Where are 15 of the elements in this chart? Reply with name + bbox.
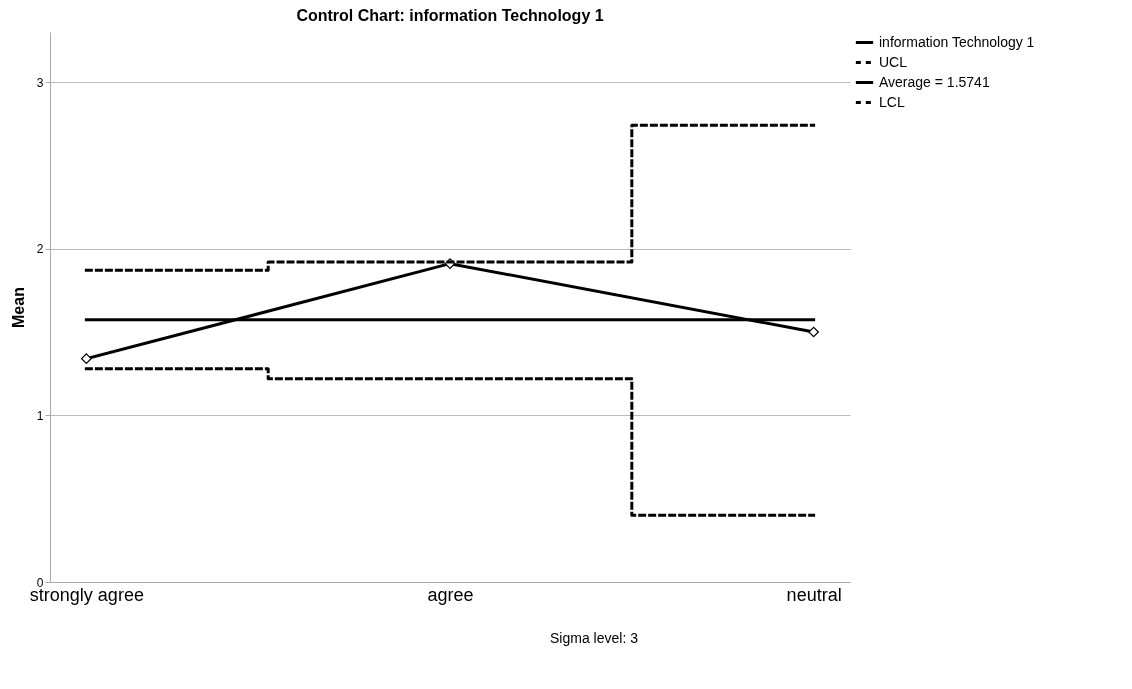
legend-label: UCL bbox=[879, 53, 908, 70]
point bbox=[808, 326, 819, 338]
text: Sigma level: 3 bbox=[550, 630, 639, 646]
x-tick-label: neutral bbox=[786, 584, 842, 605]
x-tick-label: agree bbox=[427, 584, 474, 605]
y-axis-title: Mean bbox=[9, 287, 27, 328]
y-tick-label: 1 bbox=[36, 408, 44, 423]
y-tick-label: 0 bbox=[36, 575, 44, 590]
legend-label: LCL bbox=[879, 93, 905, 110]
y-tick-label: 2 bbox=[36, 242, 44, 257]
legend-label: information Technology 1 bbox=[879, 33, 1035, 50]
point bbox=[81, 353, 92, 365]
chart-title: Control Chart: information Technology 1 bbox=[296, 7, 604, 24]
y-tick-label: 3 bbox=[36, 75, 44, 90]
legend-label: Average = 1.5741 bbox=[879, 73, 990, 90]
